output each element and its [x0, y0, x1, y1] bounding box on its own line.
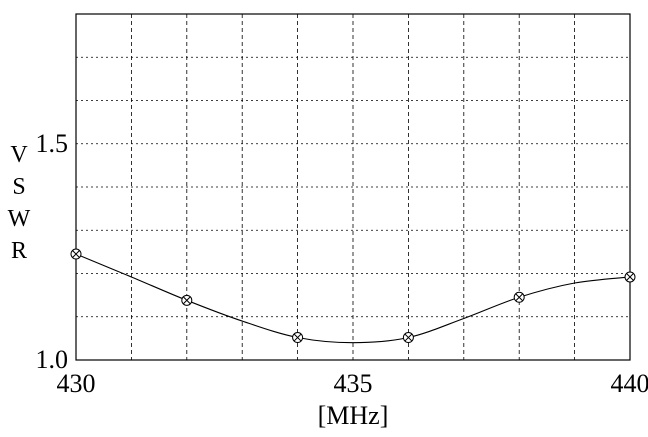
y-axis-label-letter: W — [8, 206, 31, 232]
data-point-marker — [182, 295, 192, 305]
x-tick-label: 435 — [334, 369, 373, 398]
y-tick-label: 1.5 — [36, 129, 69, 158]
y-axis-label-letter: V — [10, 142, 28, 168]
y-axis-label-letter: R — [11, 238, 27, 264]
grid-layer — [76, 14, 630, 360]
data-point-marker — [625, 272, 635, 282]
data-point-marker — [403, 333, 413, 343]
data-point-marker — [293, 333, 303, 343]
y-tick-label: 1.0 — [36, 345, 69, 374]
x-axis-label: [MHz] — [318, 401, 389, 430]
y-axis-label-letter: S — [12, 174, 25, 200]
data-point-marker — [514, 292, 524, 302]
x-tick-label: 440 — [611, 369, 648, 398]
data-point-marker — [71, 249, 81, 259]
